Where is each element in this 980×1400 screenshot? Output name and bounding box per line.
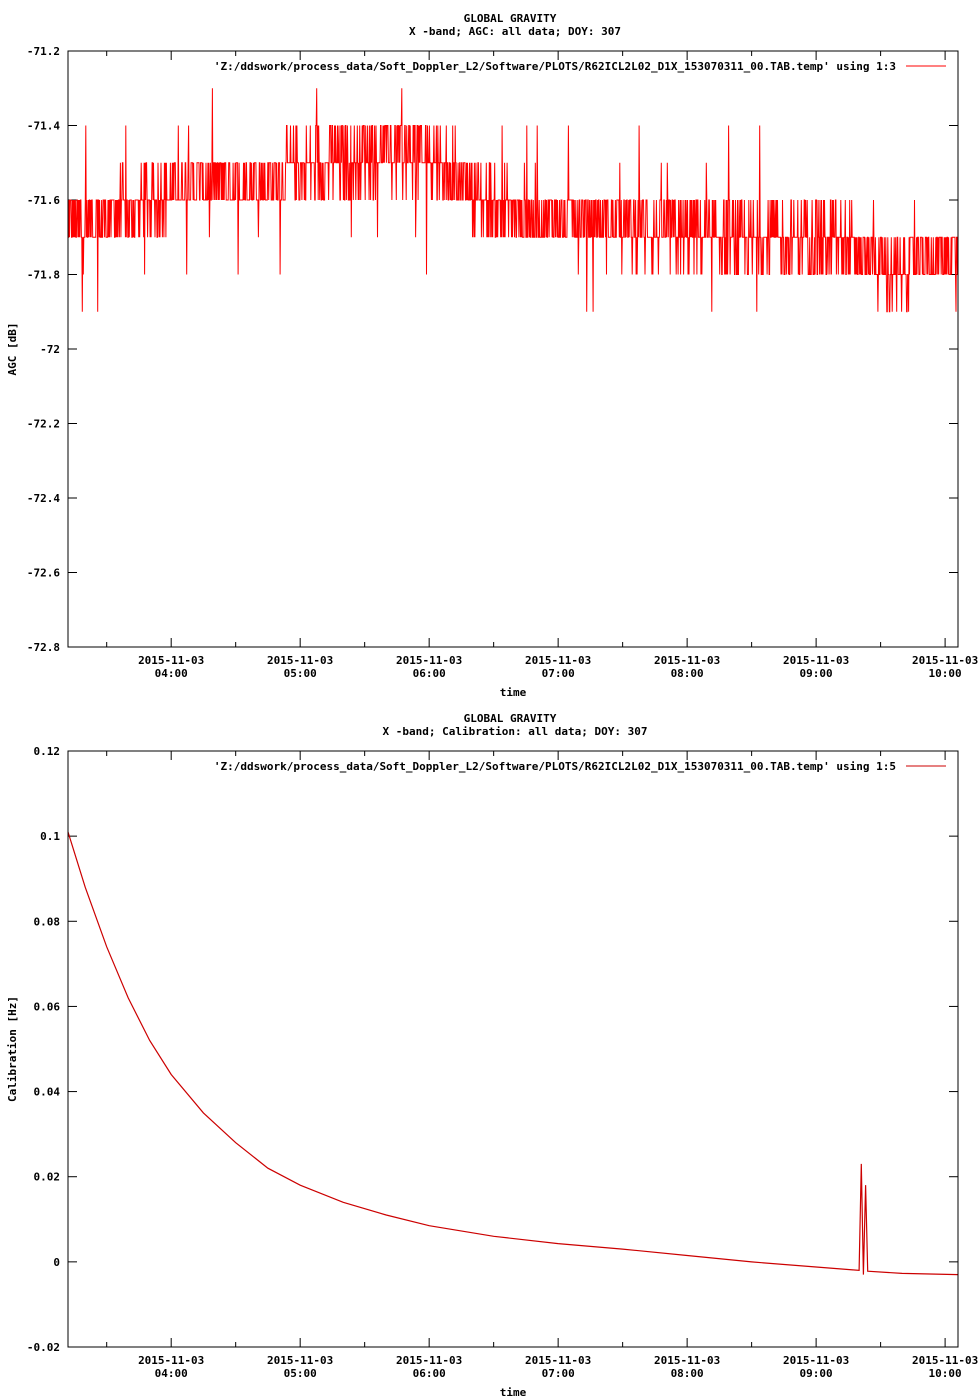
agc-ticks (68, 50, 958, 648)
agc-x-tick-date: 2015-11-03 (396, 654, 462, 667)
agc-x-tick-time: 09:00 (800, 667, 833, 680)
agc-x-tick-date: 2015-11-03 (912, 654, 978, 667)
agc-y-tick-label: -72.2 (27, 418, 60, 431)
agc-x-tick-date: 2015-11-03 (783, 654, 849, 667)
agc-y-tick-label: -71.8 (27, 269, 60, 282)
calibration-y-tick-label: 0.12 (34, 745, 61, 758)
agc-chart: GLOBAL GRAVITY X -band; AGC: all data; D… (6, 12, 978, 699)
agc-x-tick-date: 2015-11-03 (138, 654, 204, 667)
agc-x-tick-time: 08:00 (671, 667, 704, 680)
agc-chart-subtitle: X -band; AGC: all data; DOY: 307 (409, 25, 621, 38)
agc-x-tick-time: 10:00 (929, 667, 962, 680)
calibration-y-tick-label: 0.1 (40, 830, 60, 843)
agc-x-tick-date: 2015-11-03 (267, 654, 333, 667)
calibration-y-tick-label: 0.06 (34, 1000, 61, 1013)
agc-y-axis-label: AGC [dB] (6, 323, 19, 376)
calibration-legend-label: 'Z:/ddswork/process_data/Soft_Doppler_L2… (214, 760, 896, 773)
calibration-chart-title: GLOBAL GRAVITY (464, 712, 557, 725)
calibration-chart: GLOBAL GRAVITY X -band; Calibration: all… (6, 712, 978, 1399)
agc-y-tick-label: -72.8 (27, 641, 60, 654)
agc-plot-frame (67, 50, 959, 648)
calibration-x-tick-date: 2015-11-03 (138, 1354, 204, 1367)
agc-y-tick-label: -72 (40, 343, 60, 356)
calibration-x-tick-date: 2015-11-03 (525, 1354, 591, 1367)
calibration-x-tick-time: 07:00 (542, 1367, 575, 1380)
agc-y-tick-label: -71.6 (27, 194, 60, 207)
calibration-chart-subtitle: X -band; Calibration: all data; DOY: 307 (383, 725, 648, 738)
calibration-x-tick-date: 2015-11-03 (783, 1354, 849, 1367)
agc-x-tick-date: 2015-11-03 (525, 654, 591, 667)
calibration-x-tick-time: 06:00 (413, 1367, 446, 1380)
calibration-x-tick-date: 2015-11-03 (396, 1354, 462, 1367)
calibration-y-tick-label: 0.02 (34, 1171, 61, 1184)
agc-y-tick-label: -71.4 (27, 120, 60, 133)
calibration-y-tick-label: 0.04 (34, 1086, 61, 1099)
calibration-x-tick-time: 10:00 (929, 1367, 962, 1380)
agc-y-tick-label: -72.4 (27, 492, 60, 505)
agc-x-tick-time: 05:00 (284, 667, 317, 680)
agc-y-tick-label: -71.2 (27, 45, 60, 58)
agc-y-tick-label: -72.6 (27, 567, 60, 580)
calibration-x-tick-time: 09:00 (800, 1367, 833, 1380)
calibration-y-tick-labels: 0.12 0.1 0.08 0.06 0.04 0.02 0 -0.02 (27, 745, 60, 1354)
calibration-x-tick-labels: 2015-11-0304:002015-11-0305:002015-11-03… (138, 1354, 978, 1380)
calibration-x-tick-date: 2015-11-03 (912, 1354, 978, 1367)
agc-x-tick-time: 06:00 (413, 667, 446, 680)
agc-x-axis-label: time (500, 686, 527, 699)
calibration-y-tick-label: 0.08 (34, 915, 61, 928)
agc-legend-label: 'Z:/ddswork/process_data/Soft_Doppler_L2… (214, 60, 896, 73)
agc-x-tick-time: 07:00 (542, 667, 575, 680)
calibration-y-tick-label: 0 (53, 1256, 60, 1269)
calibration-x-tick-time: 05:00 (284, 1367, 317, 1380)
agc-y-tick-labels: -71.2 -71.4 -71.6 -71.8 -72 -72.2 -72.4 -72.6 -7… (27, 45, 60, 654)
calibration-plot-frame (67, 750, 959, 1348)
calibration-series-line (67, 831, 959, 1276)
calibration-x-tick-date: 2015-11-03 (267, 1354, 333, 1367)
agc-series-line (68, 88, 958, 313)
calibration-x-tick-time: 08:00 (671, 1367, 704, 1380)
calibration-series (67, 831, 959, 1276)
calibration-y-tick-label: -0.02 (27, 1341, 60, 1354)
agc-series (68, 88, 958, 313)
calibration-x-tick-date: 2015-11-03 (654, 1354, 720, 1367)
calibration-ticks (68, 750, 958, 1348)
calibration-x-tick-time: 04:00 (155, 1367, 188, 1380)
agc-x-tick-time: 04:00 (155, 667, 188, 680)
calibration-y-axis-label: Calibration [Hz] (6, 996, 19, 1102)
agc-x-tick-date: 2015-11-03 (654, 654, 720, 667)
agc-x-tick-labels: 2015-11-0304:002015-11-0305:002015-11-03… (138, 654, 978, 680)
agc-chart-title: GLOBAL GRAVITY (464, 12, 557, 25)
calibration-x-axis-label: time (500, 1386, 527, 1399)
